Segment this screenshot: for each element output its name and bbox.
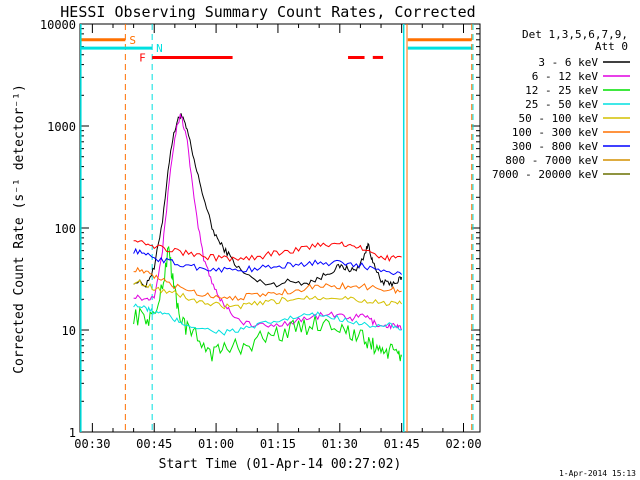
x-tick-label: 01:45: [384, 437, 420, 451]
n-flag-label: N: [156, 42, 163, 55]
series-line-100-300-kev: [133, 266, 402, 301]
x-axis-label: Start Time (01-Apr-14 00:27:02): [159, 457, 402, 472]
legend-label: 7000 - 20000 keV: [492, 168, 598, 181]
y-tick-label: 10: [62, 324, 76, 338]
legend-label: 800 - 7000 keV: [505, 154, 598, 167]
series-line-12-25-kev: [133, 245, 403, 362]
plot-frame: [79, 23, 481, 433]
s-flag-label: S: [129, 34, 136, 47]
series-line-attenuator-rate: [133, 240, 402, 262]
legend-label: 3 - 6 keV: [538, 56, 598, 69]
legend-header: Det 1,3,5,6,7,9,: [522, 28, 628, 41]
series-line-25-50-kev: [133, 303, 402, 336]
footer-stamp: 1-Apr-2014 15:13: [559, 469, 636, 478]
legend-label: 50 - 100 keV: [519, 112, 599, 125]
x-tick-label: 01:15: [260, 437, 296, 451]
legend-label: 300 - 800 keV: [512, 140, 598, 153]
legend-label: 25 - 50 keV: [525, 98, 598, 111]
x-tick-label: 02:00: [445, 437, 481, 451]
y-tick-label: 1000: [47, 120, 76, 134]
y-tick-label: 100: [54, 222, 76, 236]
legend-label: 100 - 300 keV: [512, 126, 598, 139]
series-line-3-6-kev: [133, 113, 403, 288]
f-flag-label: F: [139, 51, 146, 64]
legend-label: 12 - 25 keV: [525, 84, 598, 97]
x-tick-label: 00:45: [136, 437, 172, 451]
series-line-50-100-kev: [133, 279, 403, 310]
y-axis-label: Corrected Count Rate (s⁻¹ detector⁻¹): [12, 84, 27, 374]
legend-label: 6 - 12 keV: [532, 70, 599, 83]
legend-header: Att 0: [595, 40, 628, 53]
x-tick-label: 00:30: [74, 437, 110, 451]
series-line-6-12-kev: [133, 113, 403, 331]
y-tick-label: 1: [69, 426, 76, 440]
y-tick-label: 10000: [40, 18, 76, 32]
series-line-300-800-kev: [133, 247, 402, 276]
x-tick-label: 01:00: [198, 437, 234, 451]
chart-title: HESSI Observing Summary Count Rates, Cor…: [60, 3, 475, 21]
x-tick-label: 01:30: [322, 437, 358, 451]
